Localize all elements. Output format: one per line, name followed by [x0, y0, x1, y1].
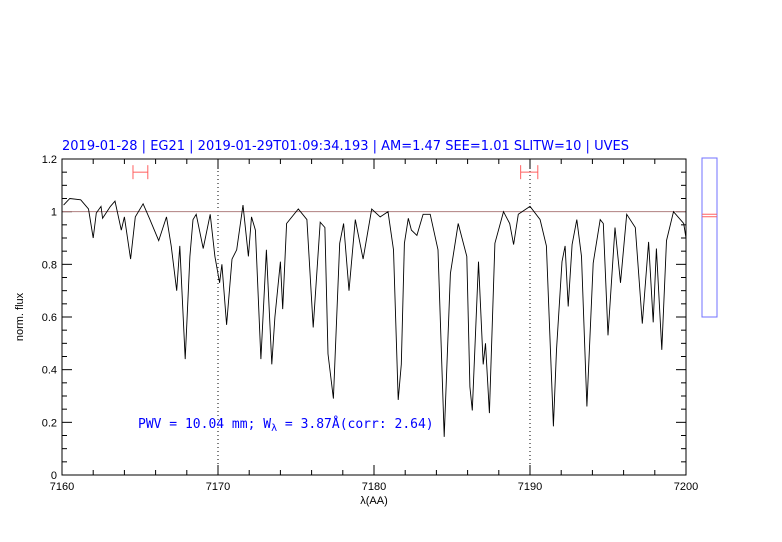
y-tick-label: 0	[51, 470, 57, 482]
annotation-suffix: = 3.87Å(corr: 2.64)	[277, 416, 434, 432]
side-indicator-box	[701, 157, 718, 318]
y-tick-label: 1	[51, 207, 57, 219]
y-axis-label: norm. flux	[14, 292, 26, 341]
y-tick-label: 0.8	[42, 259, 57, 271]
spectrum-line	[63, 198, 687, 437]
annotation-subscript: λ	[271, 423, 277, 434]
x-tick-label: 7190	[518, 481, 542, 493]
x-tick-label: 7160	[50, 481, 74, 493]
x-tick-labels: 7160 7170 7180 7190 7200	[50, 481, 698, 493]
y-tick-label: 0.4	[42, 365, 57, 377]
x-axis-label: λ(AA)	[360, 495, 388, 507]
y-tick-label: 0.2	[42, 417, 57, 429]
side-indicator-marker	[702, 213, 717, 218]
chart-title: 2019-01-28 | EG21 | 2019-01-29T01:09:34.…	[62, 139, 629, 154]
y-tick-label: 1.2	[42, 154, 57, 166]
y-tick-label: 0.6	[42, 312, 57, 324]
error-bars	[132, 165, 539, 180]
y-tick-labels: 0 0.2 0.4 0.6 0.8 1 1.2	[42, 154, 57, 482]
annotation-prefix: PWV = 10.04 mm; W	[138, 417, 271, 432]
x-tick-label: 7180	[362, 481, 386, 493]
x-tick-label: 7200	[674, 481, 698, 493]
plot-frame	[61, 158, 687, 476]
x-tick-label: 7170	[206, 481, 230, 493]
pwv-annotation: PWV = 10.04 mm; Wλ = 3.87Å(corr: 2.64)	[138, 416, 434, 434]
